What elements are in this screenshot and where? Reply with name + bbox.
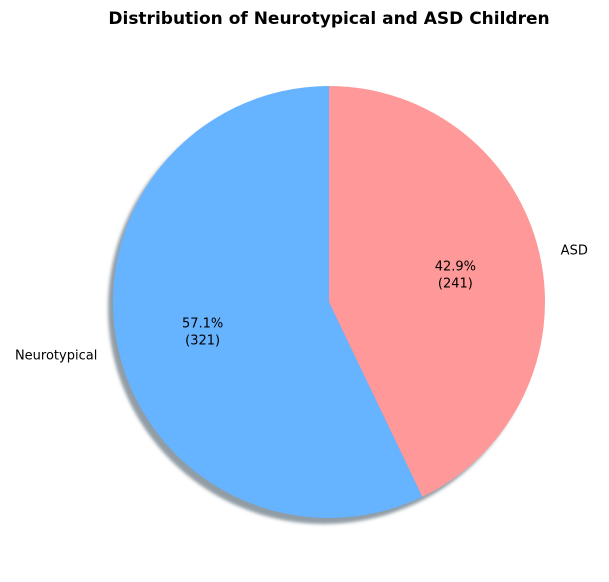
pie-slices xyxy=(112,86,545,519)
pie-label-neurotypical: Neurotypical xyxy=(15,349,97,364)
chart-title: Distribution of Neurotypical and ASD Chi… xyxy=(108,9,549,29)
pie-slice-neurotypical xyxy=(112,86,423,519)
pie-labels: Neurotypical 57.1% (321) ASD 42.9% (241) xyxy=(15,243,588,363)
pie-percent-neurotypical: 57.1% xyxy=(182,317,223,332)
pie-count-asd: (241) xyxy=(438,276,473,291)
pie-count-neurotypical: (321) xyxy=(185,334,220,349)
pie-percent-asd: 42.9% xyxy=(435,259,476,274)
pie-slice-asd xyxy=(329,86,545,497)
pie-label-asd: ASD xyxy=(561,243,588,258)
